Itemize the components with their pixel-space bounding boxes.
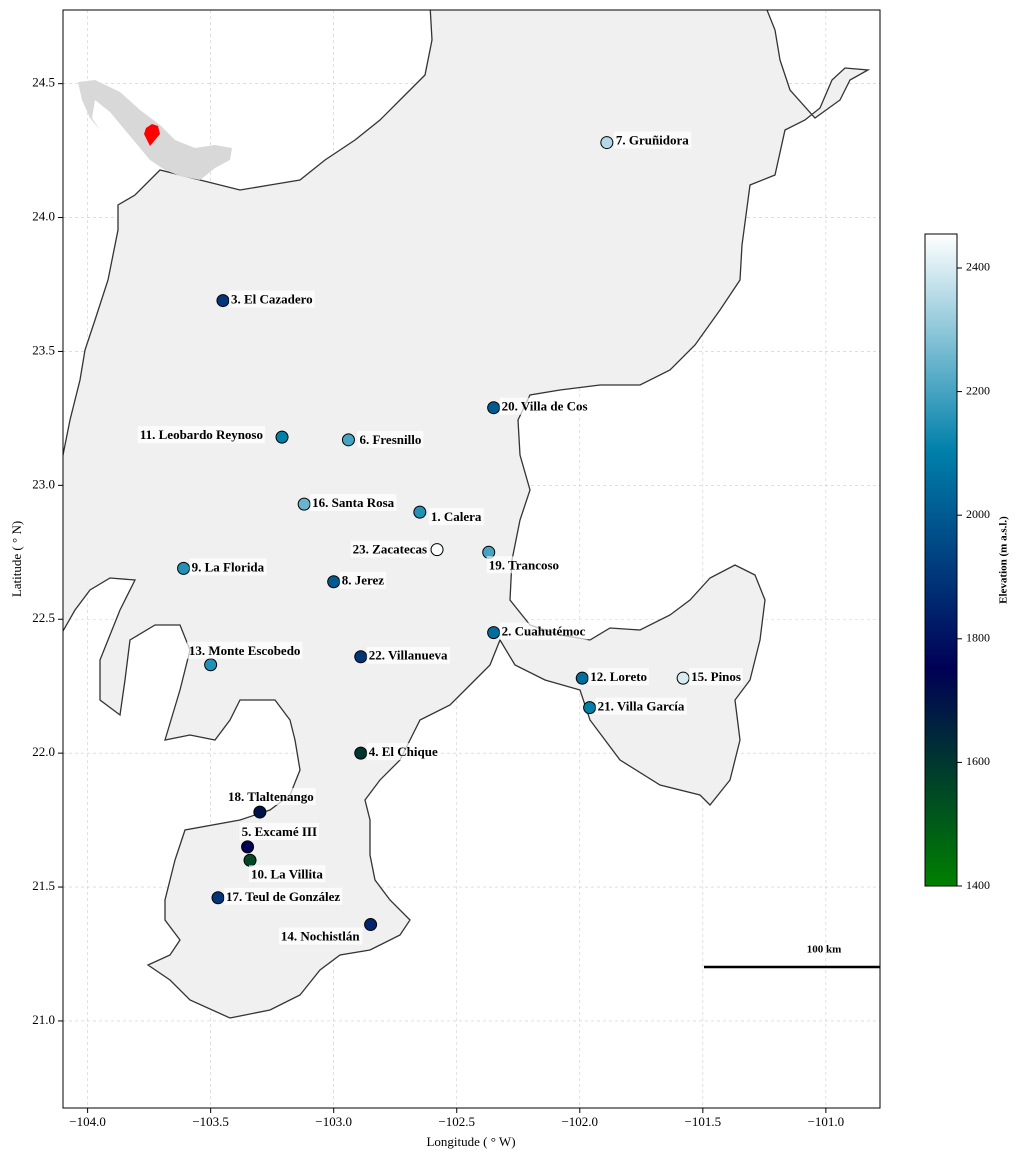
label-background: [595, 697, 687, 715]
label-background: [189, 558, 267, 576]
station-point: [487, 626, 501, 640]
station-point: [177, 561, 191, 575]
label-background: [350, 540, 430, 558]
y-tick-label: 23.5: [32, 342, 55, 357]
label-background: [137, 426, 266, 444]
station-label: 19. Trancoso: [489, 557, 559, 572]
colorbar-tick-label: 1800: [966, 631, 990, 645]
station-label: 17. Teul de González: [226, 889, 340, 904]
station-label: 6. Fresnillo: [359, 432, 421, 447]
x-tick-label: −101.0: [808, 1114, 845, 1129]
label-background: [613, 131, 692, 149]
station-label: 3. El Cazadero: [231, 292, 313, 307]
label-background: [428, 508, 484, 526]
label-background: [339, 571, 387, 589]
plot-frame: [62, 9, 881, 1109]
station-point: [211, 891, 225, 905]
label-background: [310, 494, 397, 512]
colorbar-tick-label: 2400: [966, 260, 990, 274]
y-tick-label: 21.0: [32, 1012, 55, 1027]
station-label: 18. Tlaltenango: [228, 789, 314, 804]
station-point: [676, 671, 690, 685]
inset-map: [78, 80, 232, 180]
station-label: 22. Villanueva: [369, 648, 448, 663]
station-point: [583, 701, 597, 715]
y-axis-label: Latitude ( ° N): [9, 521, 24, 597]
label-background: [499, 622, 588, 640]
station-point: [216, 294, 230, 308]
colorbar-label: Elevation (m a.s.l.): [998, 516, 1010, 604]
station-point: [297, 497, 311, 511]
colorbar-tick-label: 2000: [966, 507, 990, 521]
station-point: [241, 840, 255, 854]
y-tick-label: 22.0: [32, 744, 55, 759]
label-background: [588, 668, 650, 686]
station-label: 21. Villa García: [598, 699, 685, 714]
label-background: [486, 556, 562, 574]
label-background: [224, 887, 343, 905]
label-background: [357, 430, 424, 448]
station-point: [600, 136, 614, 150]
station-label: 4. El Chique: [369, 744, 438, 759]
station-point: [253, 805, 267, 819]
colorbar-tick-label: 2200: [966, 383, 990, 397]
station-label: 9. La Florida: [192, 559, 265, 574]
colorbar-tick-label: 1600: [966, 754, 990, 768]
scale-bar-label: 100 km: [807, 944, 842, 956]
station-point: [327, 575, 341, 589]
colorbar-tick-label: 1400: [966, 878, 990, 892]
x-axis-label: Longitude ( ° W): [426, 1134, 515, 1149]
label-background: [366, 743, 440, 761]
colorbar: [924, 233, 958, 887]
x-tick-label: −102.0: [561, 1114, 598, 1129]
label-background: [278, 927, 363, 945]
label-background: [239, 822, 320, 840]
station-point: [354, 650, 368, 664]
station-point: [341, 433, 355, 447]
x-tick-label: −102.5: [438, 1114, 475, 1129]
station-label: 15. Pinos: [691, 669, 741, 684]
station-label: 1. Calera: [431, 509, 482, 524]
label-background: [689, 668, 743, 686]
x-tick-label: −101.5: [685, 1114, 722, 1129]
station-label: 5. Excamé III: [242, 824, 317, 839]
station-label: 13. Monte Escobedo: [189, 643, 301, 658]
x-tick-label: −103.0: [315, 1114, 352, 1129]
y-tick-label: 24.0: [32, 209, 55, 224]
station-point: [575, 671, 589, 685]
station-label: 16. Santa Rosa: [312, 495, 394, 510]
station-point: [243, 853, 257, 867]
label-background: [249, 865, 326, 883]
x-tick-label: −103.5: [192, 1114, 229, 1129]
label-background: [186, 641, 303, 659]
station-label: 2. Cuahutémoc: [502, 624, 586, 639]
station-point: [354, 746, 368, 760]
station-label: 14. Nochistlán: [281, 929, 361, 944]
station-point: [430, 543, 444, 557]
y-tick-label: 21.5: [32, 878, 55, 893]
label-background: [226, 788, 316, 806]
station-label: 11. Leobardo Reynoso: [140, 427, 263, 442]
station-label: 12. Loreto: [590, 669, 647, 684]
station-point: [364, 918, 378, 932]
station-point: [413, 505, 427, 519]
y-tick-label: 24.5: [32, 75, 55, 90]
label-background: [499, 397, 590, 415]
y-tick-label: 22.5: [32, 610, 55, 625]
station-label: 10. La Villita: [251, 866, 323, 881]
station-label: 7. Gruñidora: [616, 133, 689, 148]
station-point: [204, 658, 218, 672]
x-tick-label: −104.0: [69, 1114, 106, 1129]
station-point: [275, 430, 289, 444]
station-point: [487, 401, 501, 415]
label-background: [366, 646, 450, 664]
y-tick-label: 23.0: [32, 476, 55, 491]
station-label: 20. Villa de Cos: [502, 399, 588, 414]
station-label: 8. Jerez: [342, 573, 385, 588]
station-label: 23. Zacatecas: [353, 542, 427, 557]
label-background: [228, 290, 315, 308]
